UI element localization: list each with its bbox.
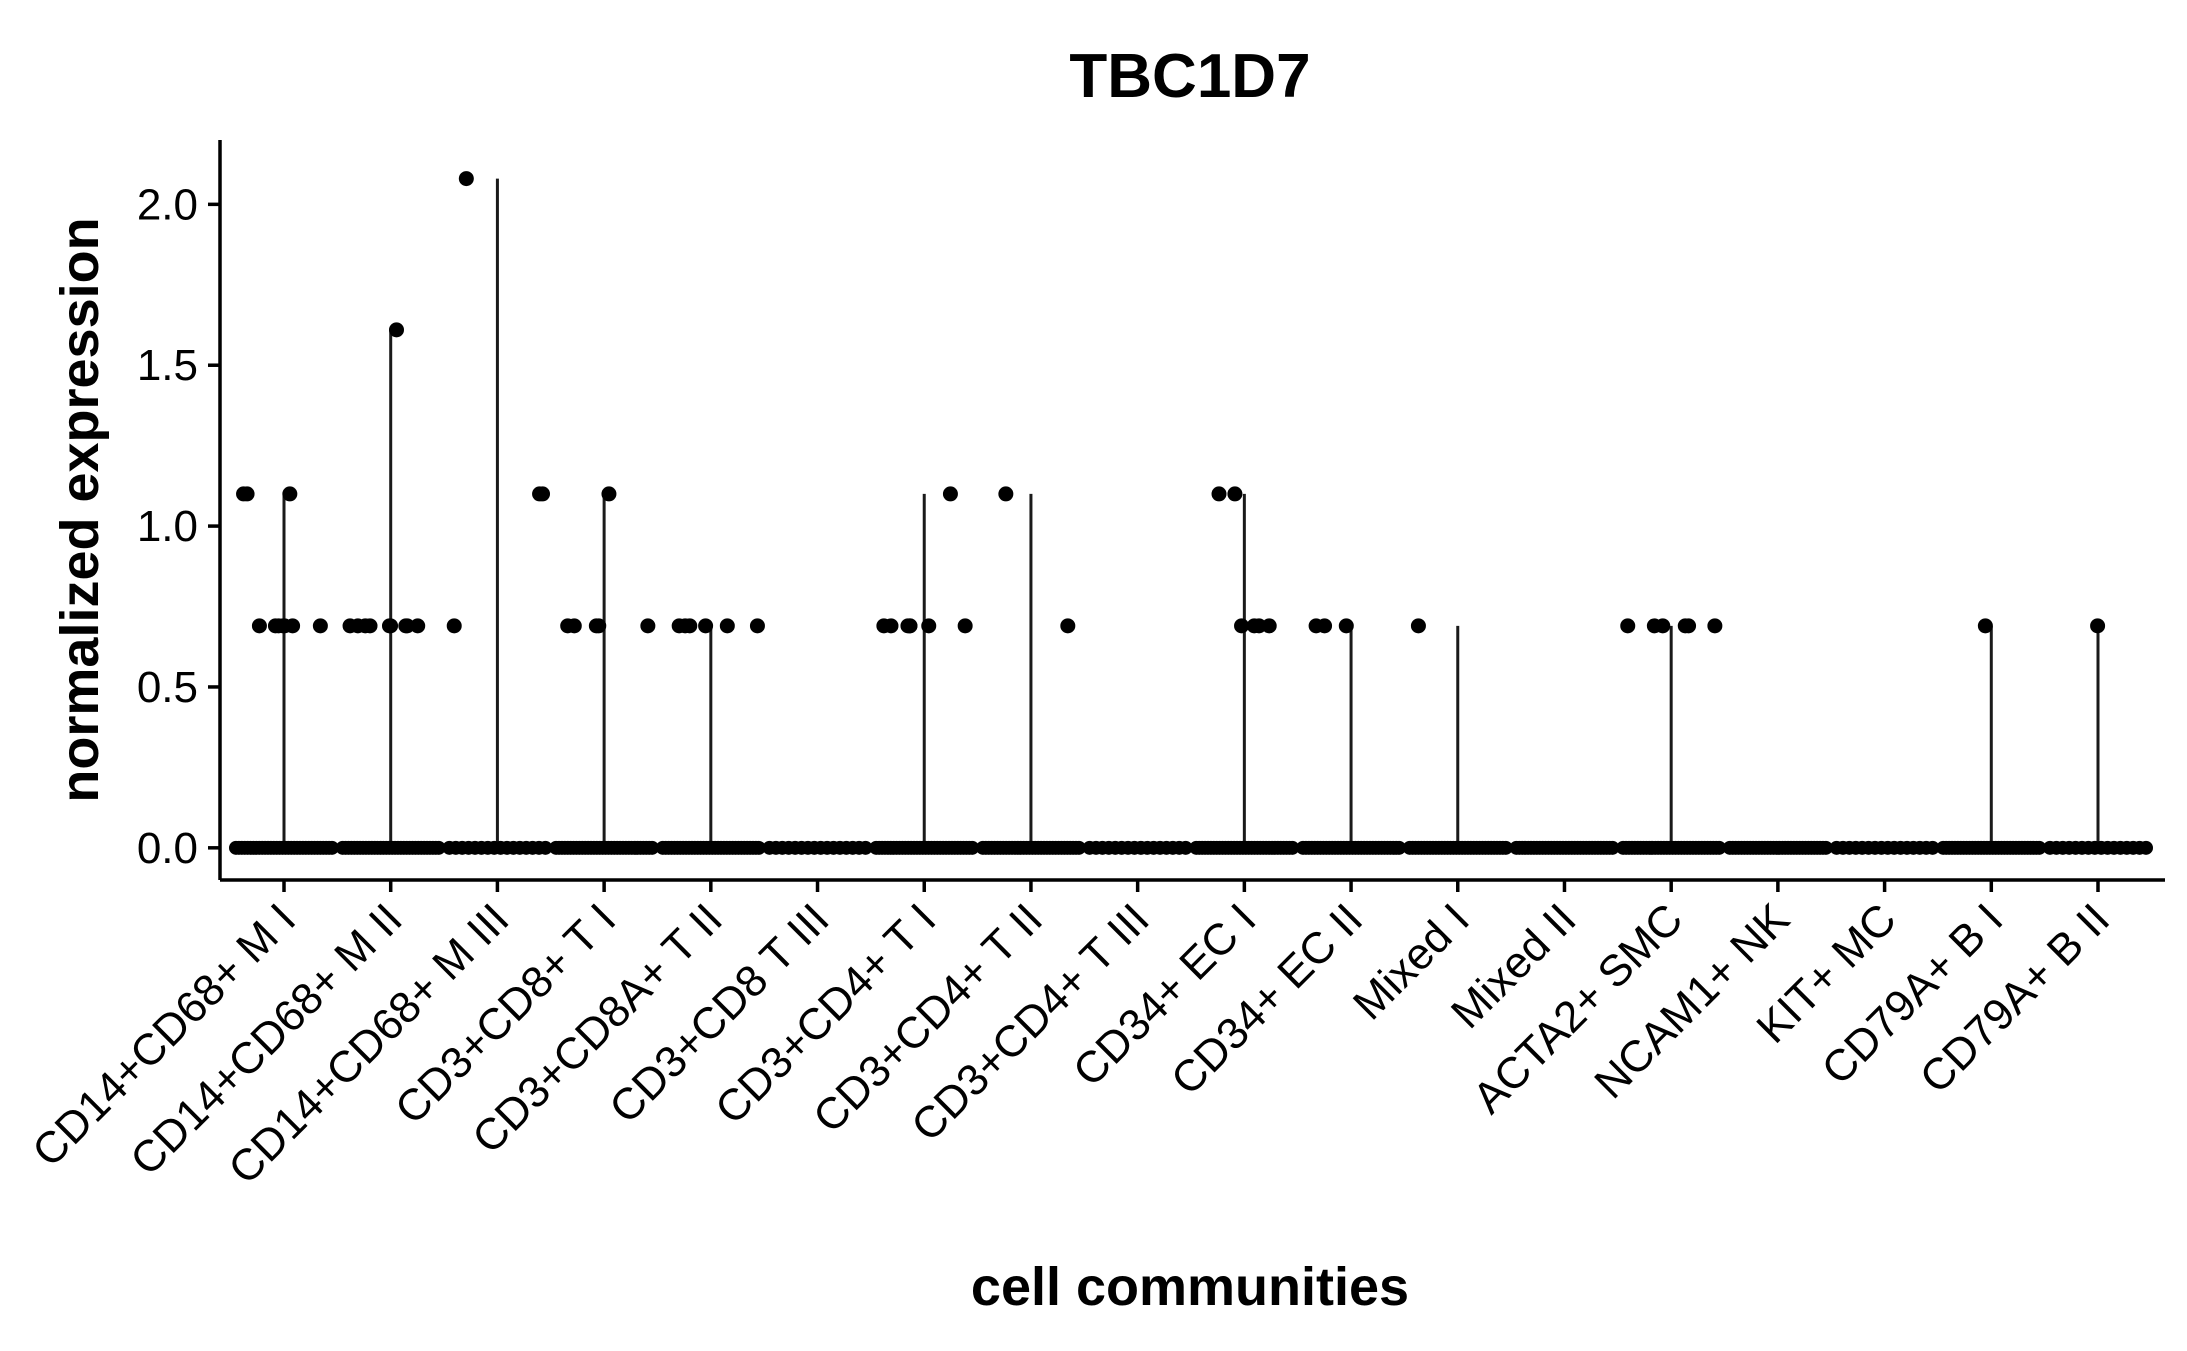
data-point — [902, 618, 918, 634]
data-point — [389, 322, 405, 338]
data-point — [399, 618, 415, 634]
data-point — [267, 618, 283, 634]
data-point — [749, 618, 765, 634]
data-point — [2090, 618, 2106, 634]
data-point — [998, 486, 1014, 502]
x-axis-title: cell communities — [971, 1257, 1409, 1317]
data-point — [1605, 840, 1620, 855]
data-point — [431, 840, 446, 855]
data-point — [325, 840, 339, 855]
y-axis-title: normalized expression — [50, 217, 110, 802]
data-point — [921, 618, 937, 634]
data-point — [876, 618, 892, 634]
data-point — [1677, 618, 1693, 634]
data-point — [1338, 618, 1354, 634]
data-point — [1211, 486, 1227, 502]
data-point — [1392, 840, 1407, 855]
data-point — [282, 486, 298, 502]
data-point — [1646, 618, 1662, 634]
data-point — [942, 486, 958, 502]
data-point — [1707, 618, 1723, 634]
data-point — [410, 618, 426, 634]
data-point — [588, 618, 604, 634]
data-point — [1410, 618, 1426, 634]
data-point — [446, 618, 462, 634]
data-point — [1251, 618, 1267, 634]
data-point — [1060, 618, 1076, 634]
data-point — [1071, 840, 1086, 855]
data-point — [719, 618, 735, 634]
y-tick-label: 2.0 — [137, 180, 198, 229]
data-point — [251, 618, 267, 634]
data-point — [1620, 618, 1636, 634]
y-tick-label: 1.0 — [137, 502, 198, 551]
data-point — [1712, 840, 1727, 855]
data-point — [566, 618, 582, 634]
data-point — [601, 486, 617, 502]
data-point — [312, 618, 328, 634]
y-tick-label: 1.5 — [137, 341, 198, 390]
data-point — [1234, 618, 1250, 634]
data-point — [236, 486, 252, 502]
y-tick-label: 0.0 — [137, 824, 198, 873]
data-point — [1977, 618, 1993, 634]
data-point — [858, 840, 873, 855]
data-point — [350, 618, 366, 634]
data-point — [751, 840, 766, 855]
data-point — [1498, 840, 1513, 855]
data-point — [965, 840, 980, 855]
data-point — [1178, 840, 1193, 855]
chart-marks — [229, 171, 2153, 855]
data-point — [535, 486, 551, 502]
data-point — [538, 840, 553, 855]
data-point — [2032, 840, 2047, 855]
data-point — [698, 618, 714, 634]
data-point — [677, 618, 693, 634]
data-point — [1285, 840, 1300, 855]
data-point — [1818, 840, 1833, 855]
data-point — [458, 171, 474, 187]
data-point — [640, 618, 656, 634]
data-point — [645, 840, 660, 855]
data-point — [1925, 840, 1940, 855]
data-point — [1317, 618, 1333, 634]
chart-title: TBC1D7 — [1069, 42, 1310, 111]
data-point — [1227, 486, 1243, 502]
data-point — [381, 618, 397, 634]
y-tick-label: 0.5 — [137, 663, 198, 712]
data-point — [285, 618, 301, 634]
data-point — [957, 618, 973, 634]
data-point — [2139, 840, 2153, 855]
